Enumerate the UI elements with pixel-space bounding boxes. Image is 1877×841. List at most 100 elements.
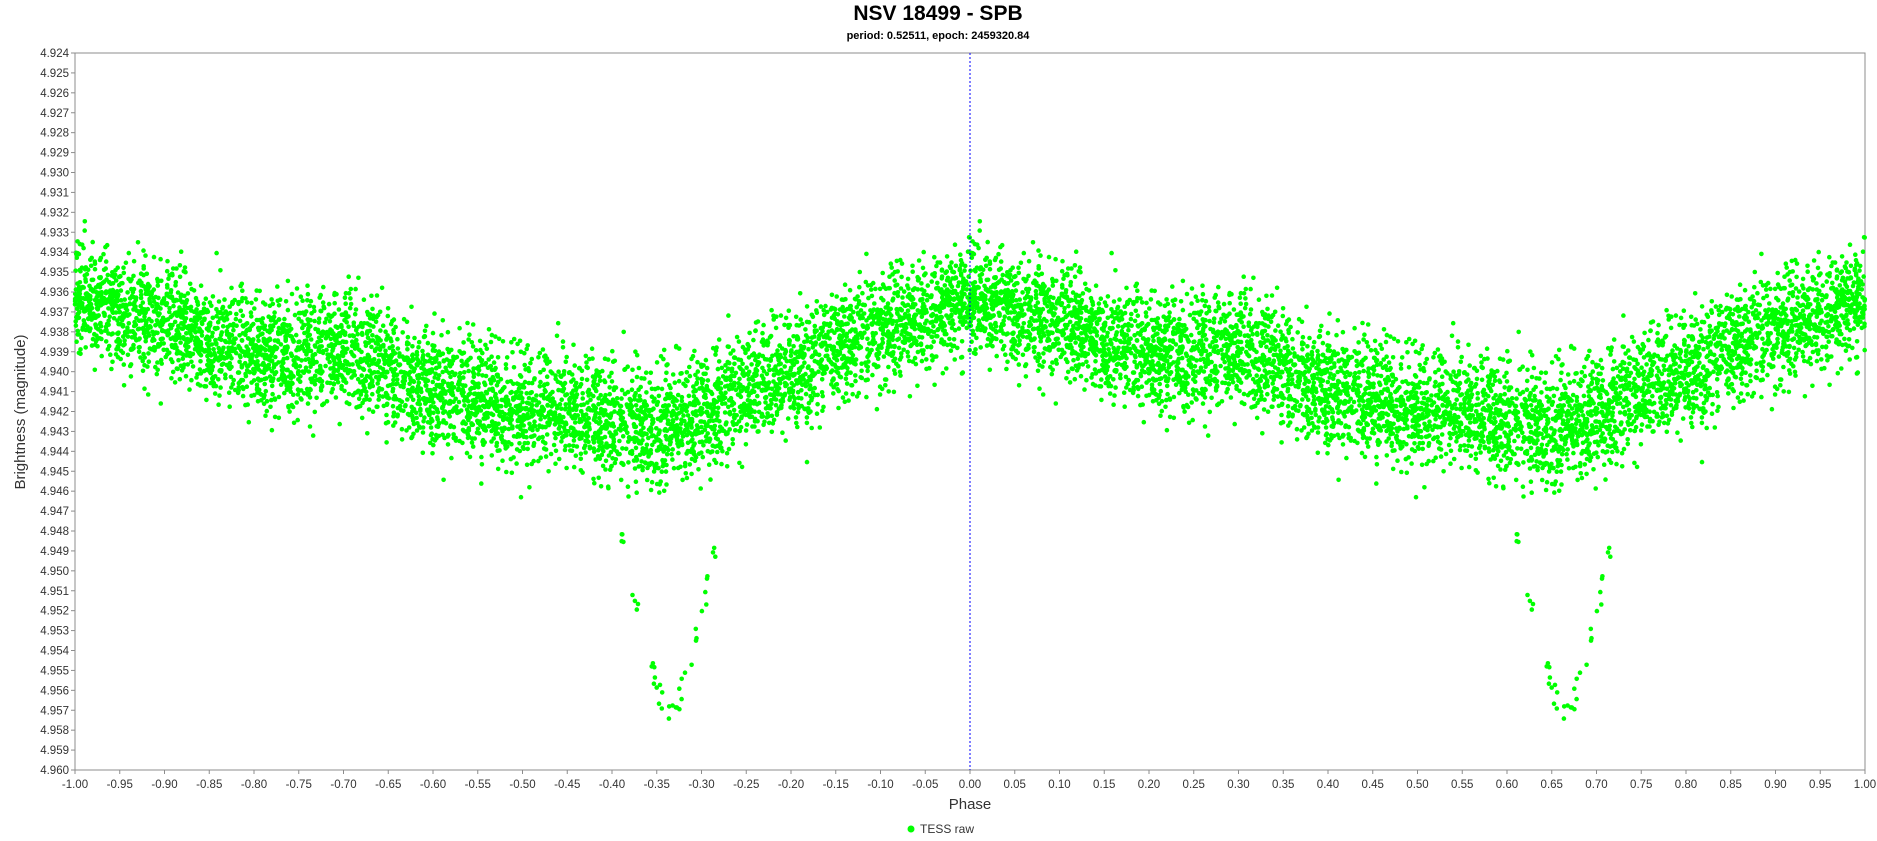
data-point: [977, 228, 982, 233]
data-point: [947, 336, 952, 342]
data-point: [1254, 373, 1259, 378]
data-point: [1665, 421, 1671, 426]
data-point: [625, 430, 630, 436]
data-point: [126, 321, 132, 326]
data-point: [1729, 294, 1734, 299]
data-point: [391, 410, 397, 416]
data-point: [1083, 317, 1089, 323]
data-point: [1668, 325, 1674, 331]
data-point: [172, 380, 178, 385]
data-point: [223, 372, 228, 378]
data-point: [321, 284, 326, 290]
data-point: [1509, 396, 1515, 401]
data-point: [203, 296, 209, 302]
data-point: [804, 304, 810, 309]
data-point: [322, 320, 328, 325]
data-point: [391, 377, 396, 383]
data-point: [158, 357, 164, 363]
data-point: [670, 372, 676, 377]
data-point: [1693, 317, 1698, 322]
data-point: [188, 317, 194, 323]
data-point: [1203, 298, 1209, 304]
data-point: [1689, 420, 1694, 426]
data-point: [313, 326, 318, 332]
data-point: [1718, 303, 1723, 309]
data-point: [1800, 276, 1806, 282]
data-point: [1237, 358, 1243, 364]
data-point: [1527, 397, 1532, 402]
data-point: [390, 403, 396, 409]
data-point: [1760, 364, 1766, 370]
data-point: [769, 401, 774, 407]
data-point: [400, 330, 406, 335]
data-point: [715, 405, 721, 411]
data-point: [1618, 422, 1624, 427]
data-point: [1831, 326, 1836, 332]
data-point: [1119, 328, 1125, 334]
data-point: [366, 407, 372, 412]
data-point: [996, 267, 1002, 273]
data-point: [1384, 332, 1390, 338]
data-point: [323, 363, 328, 369]
data-point: [1361, 337, 1366, 342]
data-point: [584, 430, 590, 435]
data-point: [1763, 287, 1769, 292]
data-point: [1018, 260, 1024, 266]
data-point: [380, 394, 386, 399]
data-point: [434, 365, 439, 371]
data-point: [1758, 377, 1764, 383]
data-point: [719, 365, 725, 371]
data-point: [821, 312, 827, 318]
data-point: [1200, 283, 1205, 289]
data-point: [907, 394, 913, 399]
data-point: [308, 337, 314, 342]
data-point: [1491, 475, 1496, 481]
data-point: [1123, 374, 1129, 380]
data-point: [1684, 380, 1689, 386]
data-point: [1391, 336, 1397, 342]
data-point: [1467, 420, 1473, 425]
data-point: [928, 294, 934, 300]
data-point: [578, 456, 584, 462]
data-point: [1211, 316, 1217, 322]
data-point: [1177, 316, 1182, 322]
data-point: [1203, 337, 1209, 342]
data-point: [1795, 295, 1800, 300]
data-point: [462, 370, 467, 375]
data-point: [1429, 393, 1434, 398]
data-point: [1255, 400, 1260, 406]
data-point: [1517, 426, 1522, 432]
data-point: [1389, 383, 1395, 388]
data-point: [1507, 460, 1513, 466]
data-point: [308, 364, 313, 370]
data-point: [1690, 424, 1695, 430]
data-point: [1020, 290, 1025, 295]
data-point: [1285, 403, 1291, 409]
data-point: [840, 395, 846, 400]
data-points: [72, 219, 1868, 721]
data-point: [888, 306, 893, 312]
data-point: [749, 362, 754, 367]
data-point: [730, 437, 735, 442]
data-point: [1195, 298, 1200, 304]
data-point: [310, 433, 316, 438]
data-point: [580, 396, 585, 401]
data-point: [669, 451, 674, 457]
data-point: [747, 381, 752, 387]
data-point: [1528, 349, 1533, 355]
data-point: [563, 443, 568, 449]
data-point: [1221, 301, 1227, 307]
data-point: [1001, 306, 1006, 311]
data-point: [1207, 308, 1212, 314]
data-point: [1082, 281, 1088, 287]
data-point: [1743, 350, 1749, 356]
data-point: [1584, 456, 1590, 462]
data-point: [900, 295, 905, 300]
data-point: [708, 477, 713, 482]
data-point: [1365, 369, 1371, 375]
data-point: [243, 402, 248, 408]
data-point: [470, 369, 476, 375]
data-point: [1412, 441, 1417, 446]
data-point: [656, 393, 662, 399]
data-point: [629, 387, 635, 393]
